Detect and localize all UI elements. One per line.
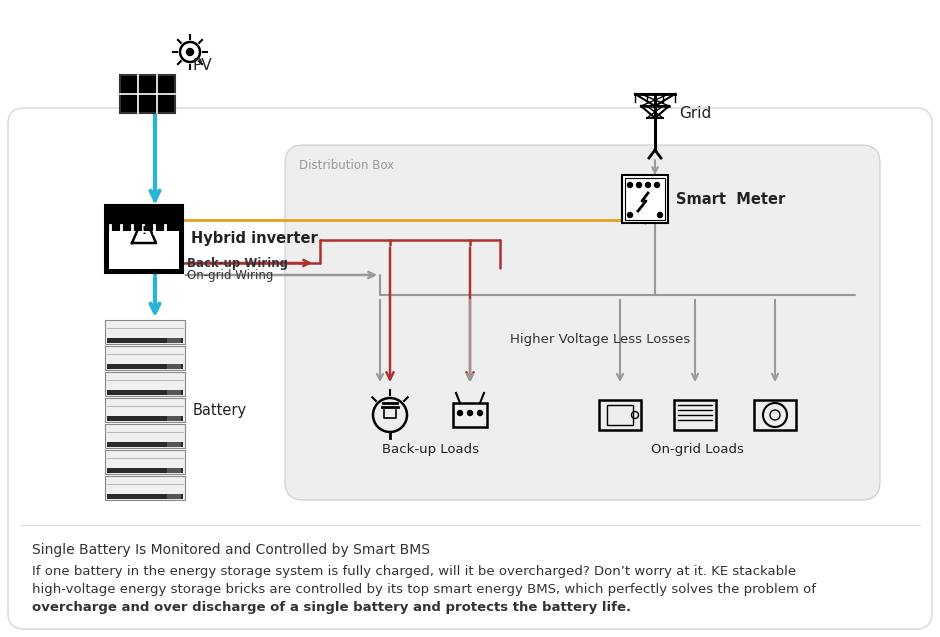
- Text: Battery: Battery: [193, 403, 247, 419]
- Text: Grid: Grid: [679, 106, 712, 120]
- Text: PV: PV: [193, 57, 212, 73]
- FancyBboxPatch shape: [285, 145, 880, 500]
- Bar: [167, 442, 181, 447]
- Text: Higher Voltage Less Losses: Higher Voltage Less Losses: [509, 334, 690, 347]
- Bar: [625, 178, 665, 220]
- Circle shape: [467, 410, 473, 415]
- Text: overcharge and over discharge of a single battery and protects the battery life.: overcharge and over discharge of a singl…: [32, 601, 631, 614]
- Bar: [107, 338, 183, 343]
- Text: Back-up Loads: Back-up Loads: [382, 443, 478, 457]
- Circle shape: [636, 182, 641, 187]
- Bar: [622, 175, 668, 223]
- Circle shape: [654, 182, 660, 187]
- Bar: [109, 231, 179, 269]
- Bar: [167, 390, 181, 395]
- Bar: [107, 364, 183, 369]
- Text: On-grid Loads: On-grid Loads: [651, 443, 744, 457]
- Bar: [105, 320, 185, 344]
- Bar: [120, 75, 175, 113]
- Circle shape: [646, 182, 650, 187]
- Bar: [105, 476, 185, 500]
- Bar: [107, 442, 183, 447]
- Bar: [167, 494, 181, 499]
- Circle shape: [628, 213, 633, 217]
- Text: On-grid Wiring: On-grid Wiring: [187, 269, 274, 282]
- Bar: [105, 450, 185, 474]
- Bar: [105, 424, 185, 448]
- Bar: [167, 364, 181, 369]
- Bar: [167, 338, 181, 343]
- Bar: [607, 405, 633, 425]
- Bar: [453, 403, 487, 427]
- Circle shape: [186, 48, 194, 55]
- Circle shape: [657, 213, 663, 217]
- Circle shape: [458, 410, 462, 415]
- Bar: [105, 372, 185, 396]
- Text: Single Battery Is Monitored and Controlled by Smart BMS: Single Battery Is Monitored and Controll…: [32, 543, 430, 557]
- Bar: [105, 346, 185, 370]
- Bar: [167, 468, 181, 473]
- Text: !: !: [141, 226, 147, 236]
- Bar: [754, 400, 796, 430]
- Bar: [107, 494, 183, 499]
- Text: If one battery in the energy storage system is fully charged, will it be overcha: If one battery in the energy storage sys…: [32, 565, 796, 578]
- FancyBboxPatch shape: [8, 108, 932, 629]
- Bar: [107, 390, 183, 395]
- Circle shape: [478, 410, 482, 415]
- Bar: [105, 398, 185, 422]
- Text: Distribution Box: Distribution Box: [299, 159, 394, 172]
- Text: high-voltage energy storage bricks are controlled by its top smart energy BMS, w: high-voltage energy storage bricks are c…: [32, 583, 816, 596]
- Bar: [107, 468, 183, 473]
- Bar: [167, 416, 181, 421]
- Text: Hybrid inverter: Hybrid inverter: [191, 231, 318, 247]
- Text: Back-up Wiring: Back-up Wiring: [187, 257, 288, 269]
- Circle shape: [628, 182, 633, 187]
- Bar: [599, 400, 641, 430]
- Bar: [105, 205, 183, 273]
- Bar: [674, 400, 716, 430]
- Bar: [107, 416, 183, 421]
- Text: Smart  Meter: Smart Meter: [676, 192, 785, 206]
